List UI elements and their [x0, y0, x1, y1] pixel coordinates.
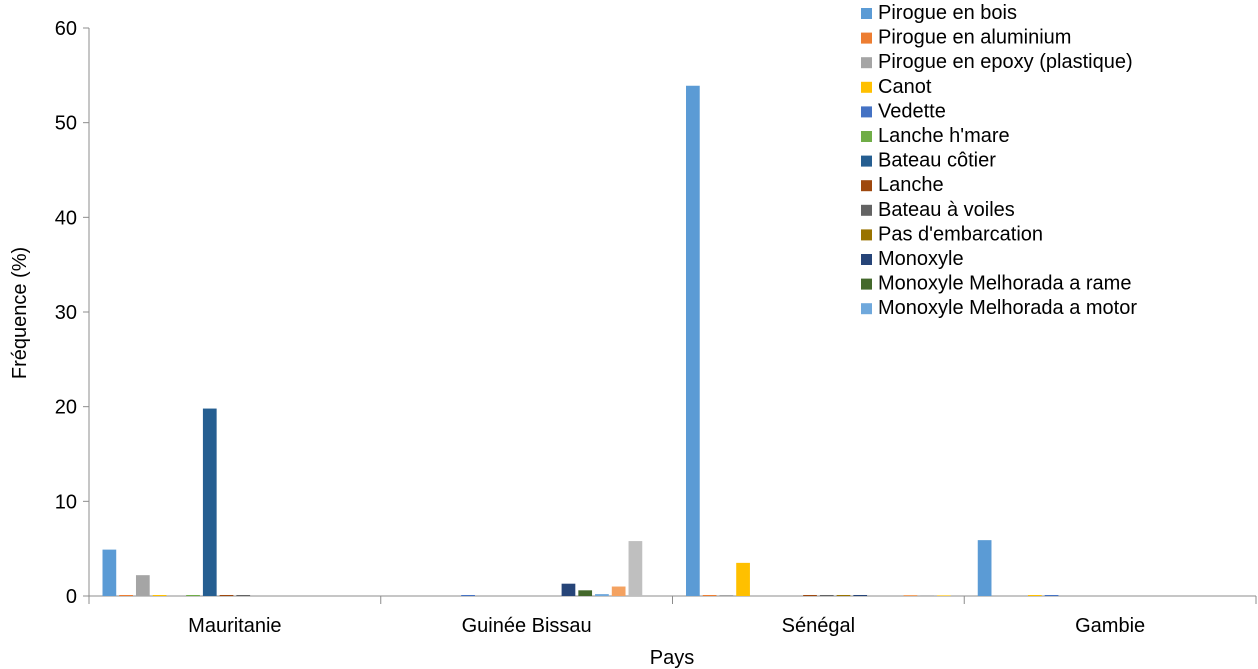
bar [135, 575, 150, 596]
y-tick-label: 50 [55, 113, 77, 135]
bar [202, 408, 217, 596]
x-category-label: Gambie [1075, 615, 1145, 637]
legend-swatch [861, 229, 872, 241]
bar [803, 595, 817, 596]
legend-label: Pas d'embarcation [878, 223, 1043, 245]
y-axis: 0 10 20 30 40 50 60 [55, 18, 90, 608]
legend-swatch [861, 254, 872, 265]
bar [152, 595, 167, 596]
bars [102, 85, 1059, 596]
x-category-label: Mauritanie [188, 615, 281, 637]
legend-swatch [861, 204, 872, 216]
x-axis-title: Pays [650, 647, 694, 669]
bar [186, 595, 200, 596]
legend-label: Lanche h'mare [878, 125, 1010, 147]
x-category-label: Guinée Bissau [462, 615, 592, 637]
legend-label: Monoxyle [878, 248, 964, 270]
bar [977, 540, 992, 596]
x-category-label: Sénégal [782, 615, 855, 637]
legend-label: Monoxyle Melhorada a motor [878, 297, 1137, 319]
legend-label: Monoxyle Melhorada a rame [878, 273, 1131, 295]
bar [702, 595, 717, 596]
bar [119, 595, 133, 596]
bar [903, 595, 918, 596]
legend-swatch [861, 8, 872, 19]
y-tick-label: 10 [55, 491, 77, 513]
legend-label: Lanche [878, 174, 944, 196]
bar [686, 85, 700, 596]
bar [719, 595, 734, 596]
legend: Pirogue en bois Pirogue en aluminiumPirog… [861, 2, 1137, 319]
bar [611, 586, 626, 596]
legend-swatch [861, 106, 872, 118]
bar [628, 541, 643, 596]
legend-swatch [861, 131, 872, 142]
legend-swatch [861, 57, 872, 69]
legend-label: Pirogue en aluminium [878, 27, 1071, 49]
legend-label: Bateau côtier [878, 150, 996, 172]
bar [1044, 595, 1059, 596]
y-tick-label: 20 [55, 397, 77, 419]
bar [102, 549, 117, 596]
bar [1027, 595, 1042, 596]
legend-swatch [861, 155, 872, 167]
y-axis-title: Fréquence (%) [9, 247, 31, 379]
legend-swatch [861, 180, 872, 192]
legend-swatch [861, 278, 872, 290]
y-tick-label: 0 [66, 586, 77, 608]
bar [819, 595, 834, 596]
bar [461, 595, 475, 596]
legend-swatch [861, 32, 872, 44]
bar [853, 595, 868, 596]
bar [219, 595, 234, 596]
legend-label: Canot [878, 76, 932, 98]
bar [236, 595, 251, 596]
x-axis: Mauritanie Guinée Bissau Sénégal Gambie [88, 595, 1257, 637]
bar [578, 590, 593, 596]
legend-label: Vedette [878, 100, 946, 122]
bar [595, 594, 609, 596]
legend-swatch [861, 81, 872, 93]
bar [920, 595, 935, 596]
legend-label: Pirogue en bois [878, 2, 1017, 24]
legend-label: Pirogue en epoxy (plastique) [878, 51, 1133, 73]
y-tick-label: 60 [55, 18, 77, 40]
bar [836, 595, 851, 596]
bar [937, 595, 951, 596]
y-tick-label: 40 [55, 207, 77, 229]
legend-swatch [861, 303, 872, 315]
y-tick-label: 30 [55, 302, 77, 324]
bar [736, 562, 750, 596]
bar [561, 583, 576, 596]
legend-label: Bateau à voiles [878, 199, 1015, 221]
